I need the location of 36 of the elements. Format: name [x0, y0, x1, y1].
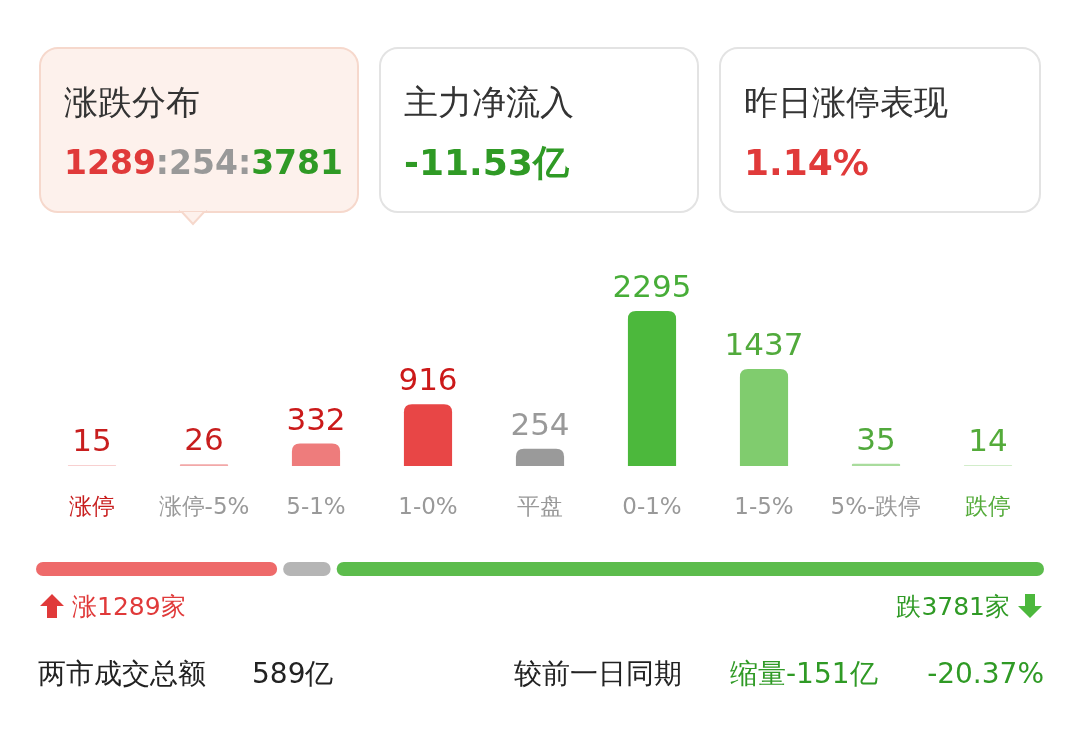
text: 两市成交总额 — [38, 656, 206, 690]
data-label: 35 — [856, 420, 896, 457]
data-label: 26 — [184, 421, 224, 458]
text: 跌3781家 — [896, 591, 1010, 621]
text: 缩量-151亿 — [730, 656, 878, 690]
text: 涨跌分布 — [64, 82, 200, 122]
text: 昨日涨停表现 — [744, 82, 948, 122]
text: -20.37% — [927, 656, 1044, 690]
x-tick-label: 5-1% — [286, 493, 346, 519]
text: 589亿 — [252, 656, 334, 690]
text: 涨1289家 — [72, 591, 186, 621]
data-label: 1437 — [724, 325, 804, 362]
x-tick-label: 平盘 — [517, 493, 563, 519]
data-label: 2295 — [612, 268, 692, 304]
bar — [403, 404, 453, 466]
bar — [291, 443, 341, 466]
data-label: 916 — [398, 361, 458, 398]
text: 主力净流入 — [404, 82, 574, 122]
x-tick-label: 涨停-5% — [158, 493, 250, 519]
data-label: 14 — [968, 422, 1008, 459]
x-tick-label: 0-1% — [622, 493, 682, 519]
data-label: 254 — [510, 405, 570, 442]
text: 1.14% — [744, 141, 869, 183]
x-tick-label: 涨停 — [69, 493, 115, 519]
data-label: 15 — [72, 421, 112, 458]
data-label: 332 — [286, 400, 346, 437]
x-tick-label: 1-0% — [398, 493, 458, 519]
x-tick-label: 5%-跌停 — [830, 493, 922, 519]
bar — [739, 368, 789, 466]
bar — [627, 311, 677, 466]
x-tick-label: 1-5% — [734, 493, 794, 519]
bar — [515, 448, 565, 466]
text: 1289:254:3781 — [64, 142, 344, 182]
text: 较前一日同期 — [514, 656, 682, 690]
x-tick-label: 跌停 — [965, 493, 1011, 519]
text: -11.53亿 — [404, 141, 570, 183]
